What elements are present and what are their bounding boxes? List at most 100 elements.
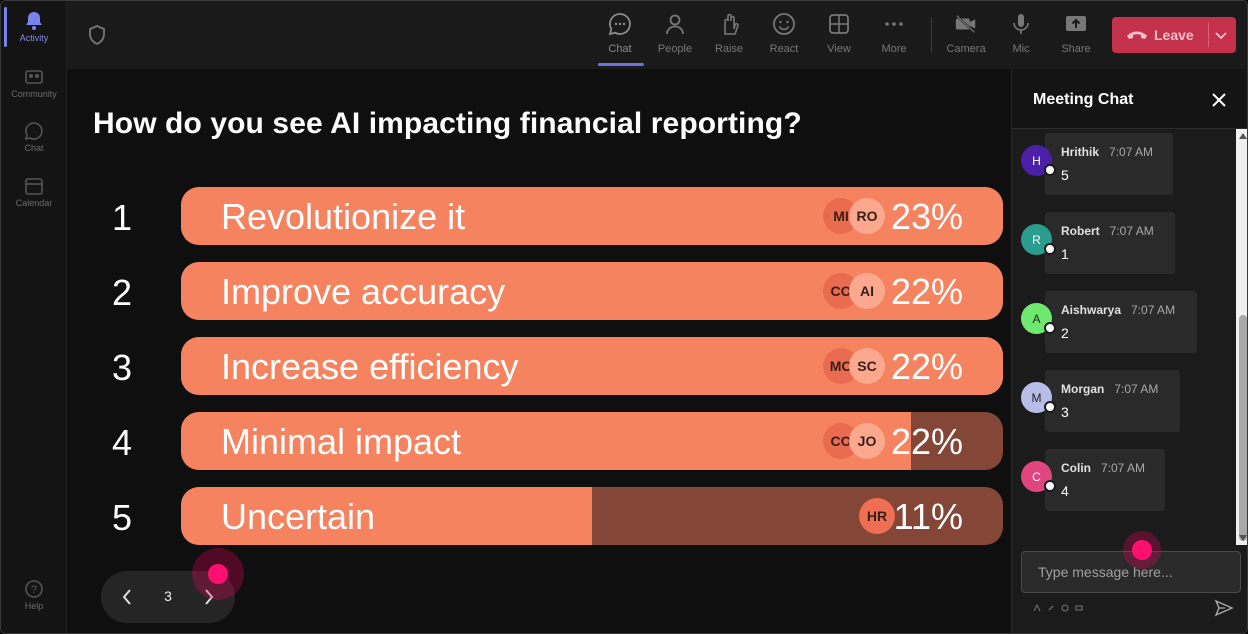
rail-item-label: Calendar bbox=[15, 198, 53, 208]
compose-toolbar bbox=[1032, 603, 1084, 613]
meeting-chat-panel: Meeting Chat Hrithik 7:07 AM 5 H Robert 7:07 … bbox=[1011, 69, 1247, 633]
leave-button[interactable]: Leave bbox=[1112, 17, 1236, 53]
rail-item-chat[interactable]: Chat bbox=[1, 121, 67, 171]
presence-status-icon bbox=[1044, 480, 1056, 492]
leave-divider bbox=[1208, 23, 1209, 47]
click-indicator bbox=[192, 548, 244, 600]
toolbar-chat-button[interactable]: Chat bbox=[593, 11, 647, 63]
page-number: 3 bbox=[164, 588, 172, 604]
chat-title: Meeting Chat bbox=[1033, 91, 1134, 108]
poll-option-number: 3 bbox=[111, 347, 133, 388]
svg-text:?: ? bbox=[31, 584, 37, 596]
voter-avatar: HR bbox=[859, 498, 895, 534]
chat-message-list: Hrithik 7:07 AM 5 H Robert 7:07 AM 1 R Aishwarya… bbox=[1012, 129, 1236, 545]
poll-option-label: Revolutionize it bbox=[221, 196, 466, 237]
chat-icon bbox=[24, 121, 44, 141]
message-time: 7:07 AM bbox=[1101, 461, 1146, 475]
poll-option-row[interactable]: 1 Revolutionize it MI RO 23% bbox=[67, 187, 1011, 245]
rail-item-label: Chat bbox=[24, 143, 44, 153]
sender-name: Morgan bbox=[1061, 382, 1105, 396]
people-icon bbox=[663, 11, 687, 37]
chevron-left-icon[interactable] bbox=[117, 587, 137, 607]
chat-message: Colin 7:07 AM 4 C bbox=[1021, 445, 1221, 511]
shield-icon[interactable] bbox=[87, 25, 107, 46]
poll-option-label: Improve accuracy bbox=[221, 271, 506, 312]
chevron-right-icon[interactable] bbox=[199, 587, 219, 607]
scroll-down-arrow[interactable] bbox=[1239, 535, 1247, 541]
poll-option-label: Minimal impact bbox=[221, 421, 462, 462]
poll-option-row[interactable]: 3 Increase efficiency MO SC 22% bbox=[67, 337, 1011, 395]
rail-item-activity[interactable]: Activity bbox=[1, 11, 67, 61]
format-icon[interactable] bbox=[1032, 603, 1042, 613]
leave-label: Leave bbox=[1154, 27, 1194, 43]
sender-name: Robert bbox=[1061, 224, 1100, 238]
chat-scrollbar[interactable] bbox=[1236, 129, 1247, 545]
toolbar-label: More bbox=[881, 43, 907, 55]
toolbar-label: View bbox=[827, 43, 851, 55]
send-icon[interactable] bbox=[1214, 599, 1234, 617]
voter-avatar: AI bbox=[849, 273, 885, 309]
voter-avatar: RO bbox=[849, 198, 885, 234]
message-time: 7:07 AM bbox=[1109, 224, 1154, 238]
close-icon[interactable] bbox=[1210, 91, 1228, 109]
toolbar-view-button[interactable]: View bbox=[812, 11, 866, 63]
toolbar-people-button[interactable]: People bbox=[648, 11, 702, 63]
chat-bubble[interactable]: Aishwarya 7:07 AM 2 bbox=[1045, 291, 1197, 353]
toolbar-mic-button[interactable]: Mic bbox=[994, 11, 1048, 63]
sender-name: Hrithik bbox=[1061, 145, 1100, 159]
poll-option-percent: 22% bbox=[890, 271, 963, 312]
scroll-up-arrow[interactable] bbox=[1239, 133, 1247, 139]
scroll-thumb[interactable] bbox=[1239, 315, 1247, 541]
calendar-icon bbox=[24, 176, 44, 196]
poll-option-row[interactable]: 2 Improve accuracy CO AI 22% bbox=[67, 262, 1011, 320]
click-indicator bbox=[1123, 531, 1161, 569]
toolbar-react-button[interactable]: React bbox=[757, 11, 811, 63]
poll-option-row[interactable]: 4 Minimal impact CO JO 22% bbox=[67, 412, 1011, 470]
toolbar-raise-button[interactable]: Raise bbox=[702, 11, 756, 63]
toolbar-share-button[interactable]: Share bbox=[1049, 11, 1103, 63]
raise-hand-icon bbox=[717, 11, 741, 37]
poll-option-row[interactable]: 5 Uncertain HR 11% bbox=[67, 487, 1011, 545]
poll-question: How do you see AI impacting financial re… bbox=[93, 107, 802, 140]
toolbar-camera-button[interactable]: Camera bbox=[939, 11, 993, 63]
toolbar-more-button[interactable]: More bbox=[867, 11, 921, 63]
rail-item-community[interactable]: Community bbox=[1, 67, 67, 117]
poll-option-bar[interactable]: Increase efficiency MO SC 22% bbox=[181, 337, 1003, 395]
rail-item-label: Activity bbox=[19, 33, 49, 43]
poll-option-number: 2 bbox=[111, 272, 133, 313]
meeting-toolbar: Chat People Raise React View bbox=[67, 1, 1247, 69]
presence-status-icon bbox=[1044, 401, 1056, 413]
poll-option-bar[interactable]: Uncertain HR 11% bbox=[181, 487, 1003, 545]
poll-option-bar[interactable]: Revolutionize it MI RO 23% bbox=[181, 187, 1003, 245]
chevron-down-icon[interactable] bbox=[1213, 27, 1229, 43]
poll-option-label: Increase efficiency bbox=[221, 346, 519, 387]
poll-option-bar[interactable]: Minimal impact CO JO 22% bbox=[181, 412, 1003, 470]
message-text: 1 bbox=[1061, 246, 1069, 262]
toolbar-label: Chat bbox=[608, 43, 632, 55]
poll-option-percent: 22% bbox=[890, 421, 963, 462]
chat-bubble[interactable]: Colin 7:07 AM 4 bbox=[1045, 449, 1165, 511]
chat-header: Meeting Chat bbox=[1012, 69, 1247, 129]
poll-option-number: 4 bbox=[111, 422, 133, 463]
attach-icon[interactable] bbox=[1046, 603, 1056, 613]
poll-option-number: 1 bbox=[111, 197, 133, 238]
poll-option-bar[interactable]: Improve accuracy CO AI 22% bbox=[181, 262, 1003, 320]
emoji-icon[interactable] bbox=[1060, 603, 1070, 613]
toolbar-label: Share bbox=[1061, 43, 1091, 55]
bell-icon bbox=[24, 11, 44, 31]
chat-message: Morgan 7:07 AM 3 M bbox=[1021, 366, 1221, 432]
gif-icon[interactable] bbox=[1074, 603, 1084, 613]
more-icon bbox=[882, 11, 906, 37]
presence-status-icon bbox=[1044, 322, 1056, 334]
poll-option-number: 5 bbox=[111, 497, 133, 538]
chat-bubble[interactable]: Morgan 7:07 AM 3 bbox=[1045, 370, 1180, 432]
rail-item-calendar[interactable]: Calendar bbox=[1, 176, 67, 226]
poll-stage: How do you see AI impacting financial re… bbox=[67, 69, 1011, 633]
chat-message-input[interactable] bbox=[1021, 551, 1241, 593]
toolbar-label: Raise bbox=[714, 43, 744, 55]
rail-item-help[interactable]: ? Help bbox=[1, 579, 67, 629]
community-icon bbox=[24, 67, 44, 87]
chat-bubble[interactable]: Hrithik 7:07 AM 5 bbox=[1045, 133, 1173, 195]
message-text: 3 bbox=[1061, 404, 1069, 420]
chat-bubble[interactable]: Robert 7:07 AM 1 bbox=[1045, 212, 1175, 274]
